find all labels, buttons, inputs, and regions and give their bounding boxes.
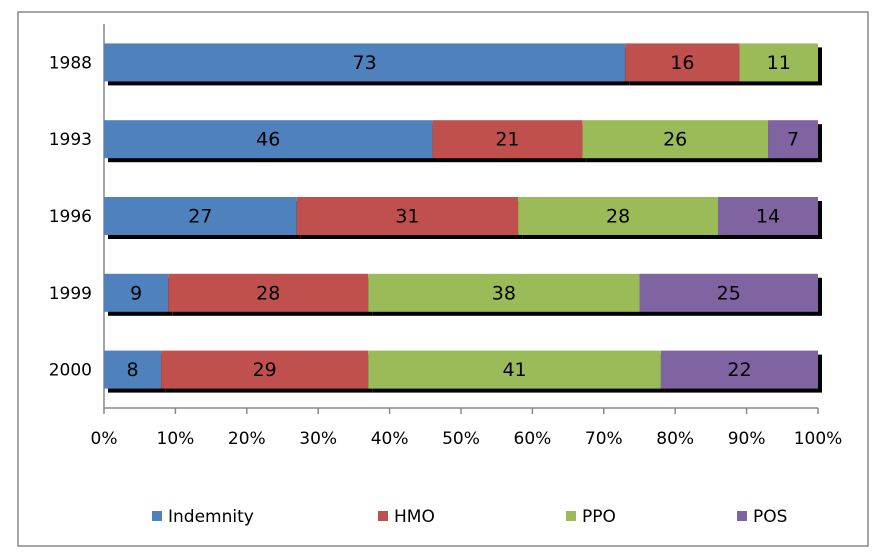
bar: [161, 350, 369, 389]
data-label: 46: [256, 129, 280, 151]
bar: [718, 197, 818, 235]
bar: [104, 43, 626, 82]
bar: [518, 197, 719, 235]
bar: [768, 120, 818, 159]
data-label: 7: [787, 129, 799, 151]
data-label: 16: [670, 52, 694, 74]
data-label: 11: [767, 52, 791, 74]
bar: [582, 120, 769, 159]
y-tick-label: 2000: [49, 361, 92, 381]
x-tick-label: 40%: [371, 429, 409, 449]
x-tick-label: 70%: [585, 429, 623, 449]
data-label: 38: [492, 282, 516, 304]
y-tick-label: 1996: [49, 207, 92, 227]
x-tick-label: 20%: [228, 429, 266, 449]
legend-swatch: [152, 511, 162, 521]
legend-label: POS: [753, 507, 787, 527]
x-tick-label: 100%: [794, 429, 843, 449]
x-tick-label: 90%: [728, 429, 766, 449]
legend-label: Indemnity: [168, 507, 254, 527]
x-tick-label: 50%: [442, 429, 480, 449]
legend-label: HMO: [394, 507, 435, 527]
legend-swatch: [566, 511, 576, 521]
bar: [625, 43, 740, 82]
x-tick-label: 80%: [656, 429, 694, 449]
data-label: 22: [727, 359, 751, 381]
bar: [368, 273, 640, 312]
y-tick-label: 1988: [49, 53, 92, 73]
bar: [104, 350, 162, 389]
data-label: 27: [188, 206, 212, 228]
bar: [296, 197, 519, 235]
bar: [368, 350, 661, 389]
data-label: 25: [717, 282, 741, 304]
bar: [660, 350, 818, 389]
x-tick-label: 60%: [514, 429, 552, 449]
x-tick-label: 30%: [299, 429, 337, 449]
bar: [104, 197, 297, 235]
bar: [104, 273, 169, 312]
data-label: 31: [395, 206, 419, 228]
y-tick-label: 1993: [49, 130, 92, 150]
bar: [432, 120, 583, 159]
data-label: 28: [606, 206, 630, 228]
data-label: 26: [663, 129, 687, 151]
bar: [639, 273, 818, 312]
x-tick-label: 10%: [157, 429, 195, 449]
data-label: 9: [130, 282, 142, 304]
data-label: 28: [256, 282, 280, 304]
bar: [739, 43, 818, 82]
data-label: 8: [127, 359, 139, 381]
y-tick-label: 1999: [49, 284, 92, 304]
legend-swatch: [378, 511, 388, 521]
x-tick-label: 0%: [91, 429, 118, 449]
data-label: 14: [756, 206, 780, 228]
data-label: 21: [495, 129, 519, 151]
data-label: 41: [502, 359, 526, 381]
bar: [104, 120, 433, 159]
data-label: 29: [253, 359, 277, 381]
legend-label: PPO: [582, 507, 616, 527]
bar: [168, 273, 369, 312]
legend-swatch: [737, 511, 747, 521]
data-label: 73: [353, 52, 377, 74]
